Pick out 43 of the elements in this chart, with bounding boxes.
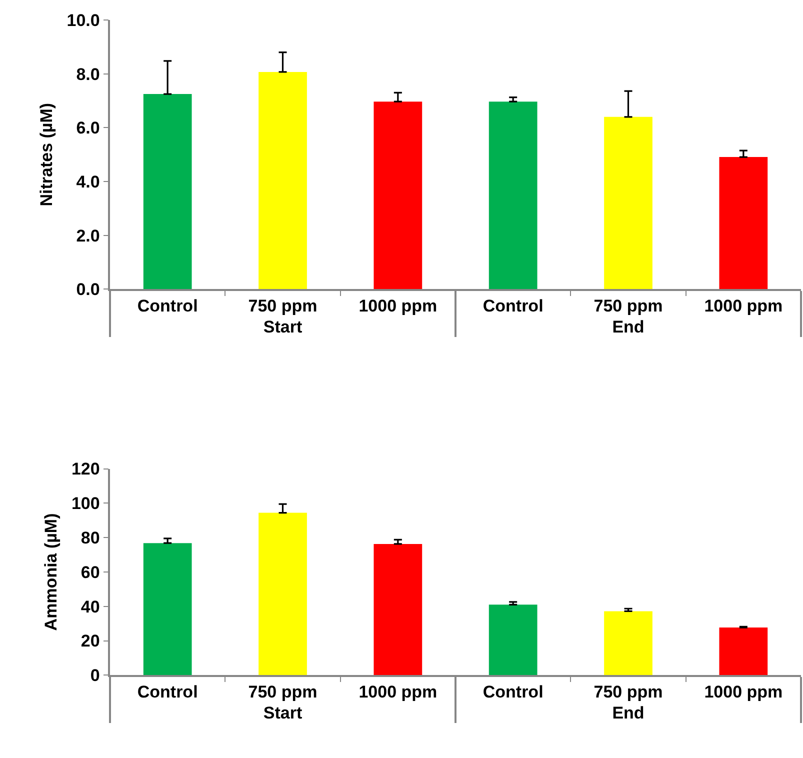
x-tick-label: Control xyxy=(137,296,198,316)
bar xyxy=(604,116,652,290)
y-tick-label: 100 xyxy=(71,494,100,514)
bar xyxy=(258,72,307,290)
bar xyxy=(488,102,538,290)
y-axis-title: Nitrates (µM) xyxy=(36,102,56,206)
bar xyxy=(143,94,192,290)
x-tick-label: 1000 ppm xyxy=(704,296,783,316)
x-tick-label: Control xyxy=(482,682,544,702)
bar xyxy=(258,512,307,676)
y-tick-label: 120 xyxy=(71,460,100,479)
y-tick-label: 4.0 xyxy=(76,172,100,192)
x-tick-label: 1000 ppm xyxy=(358,296,438,316)
x-tick-label: Control xyxy=(482,296,544,316)
x-tick-label: Control xyxy=(137,682,198,702)
y-tick-label: 80 xyxy=(80,528,100,548)
text: Start xyxy=(263,703,302,722)
x-tick-label: 750 ppm xyxy=(248,296,318,316)
y-tick-label: 0.0 xyxy=(76,280,100,300)
x-tick-label: 750 ppm xyxy=(248,682,318,702)
bar xyxy=(374,544,422,676)
text: Start xyxy=(263,317,302,336)
x-tick-label: 1000 ppm xyxy=(704,682,783,702)
x-tick-label: 1000 ppm xyxy=(358,682,438,702)
y-tick-label: 60 xyxy=(80,562,100,582)
y-axis-title: Ammonia (µM) xyxy=(42,513,61,631)
x-tick-label: 750 ppm xyxy=(594,682,663,702)
y-tick-label: 2.0 xyxy=(76,226,100,246)
bar xyxy=(604,611,652,676)
y-tick-label: 6.0 xyxy=(76,118,100,138)
y-tick-label: 20 xyxy=(80,632,100,651)
bar xyxy=(719,628,768,676)
y-tick-label: 8.0 xyxy=(76,64,100,84)
y-tick-label: 10.0 xyxy=(66,10,100,30)
bar xyxy=(719,157,768,290)
text: End xyxy=(612,317,644,336)
text: End xyxy=(612,703,644,722)
y-tick-label: 40 xyxy=(80,597,100,616)
x-tick-label: 750 ppm xyxy=(594,296,663,316)
y-tick-label: 0 xyxy=(90,666,100,686)
bar xyxy=(374,102,422,290)
bar xyxy=(488,604,538,676)
bar xyxy=(143,543,192,676)
